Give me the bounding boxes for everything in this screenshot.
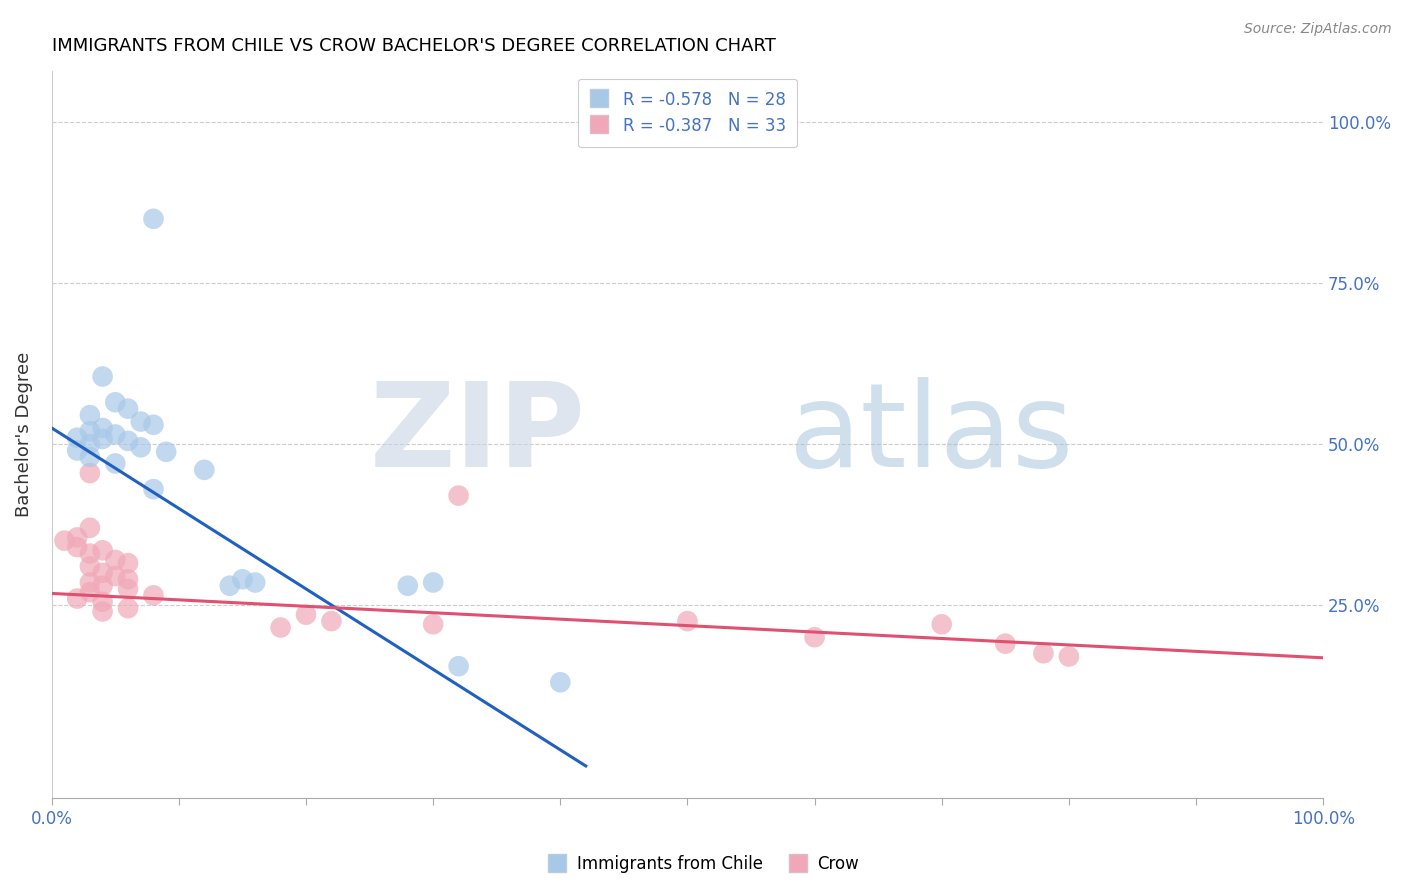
Point	[396, 579, 419, 593]
Point	[104, 395, 127, 409]
Point	[79, 437, 101, 451]
Point	[79, 424, 101, 438]
Point	[117, 401, 139, 416]
Point	[142, 211, 165, 226]
Point	[91, 604, 114, 618]
Point	[142, 417, 165, 432]
Point	[931, 617, 953, 632]
Point	[270, 621, 292, 635]
Point	[104, 457, 127, 471]
Point	[243, 575, 266, 590]
Point	[117, 434, 139, 448]
Point	[91, 579, 114, 593]
Point	[104, 427, 127, 442]
Text: ZIP: ZIP	[370, 377, 586, 492]
Point	[91, 543, 114, 558]
Point	[66, 591, 89, 606]
Point	[91, 566, 114, 580]
Point	[550, 675, 572, 690]
Point	[129, 440, 152, 454]
Text: atlas: atlas	[789, 377, 1074, 492]
Point	[66, 531, 89, 545]
Point	[117, 572, 139, 586]
Point	[117, 556, 139, 570]
Point	[53, 533, 76, 548]
Point	[447, 489, 470, 503]
Point	[79, 521, 101, 535]
Point	[66, 431, 89, 445]
Point	[155, 445, 177, 459]
Point	[321, 614, 343, 628]
Point	[79, 575, 101, 590]
Legend: R = -0.578   N = 28, R = -0.387   N = 33: R = -0.578 N = 28, R = -0.387 N = 33	[578, 79, 797, 147]
Text: Source: ZipAtlas.com: Source: ZipAtlas.com	[1244, 22, 1392, 37]
Point	[447, 659, 470, 673]
Point	[218, 579, 240, 593]
Point	[231, 572, 253, 586]
Legend: Immigrants from Chile, Crow: Immigrants from Chile, Crow	[540, 848, 866, 880]
Point	[104, 569, 127, 583]
Point	[79, 585, 101, 599]
Point	[66, 540, 89, 554]
Point	[142, 588, 165, 602]
Point	[79, 408, 101, 422]
Point	[803, 630, 825, 644]
Point	[91, 369, 114, 384]
Point	[676, 614, 699, 628]
Point	[422, 617, 444, 632]
Point	[129, 415, 152, 429]
Point	[91, 432, 114, 446]
Y-axis label: Bachelor's Degree: Bachelor's Degree	[15, 351, 32, 517]
Point	[142, 482, 165, 496]
Point	[79, 547, 101, 561]
Point	[117, 601, 139, 615]
Point	[66, 443, 89, 458]
Point	[79, 450, 101, 464]
Point	[91, 595, 114, 609]
Point	[1032, 646, 1054, 660]
Point	[422, 575, 444, 590]
Point	[79, 559, 101, 574]
Text: IMMIGRANTS FROM CHILE VS CROW BACHELOR'S DEGREE CORRELATION CHART: IMMIGRANTS FROM CHILE VS CROW BACHELOR'S…	[52, 37, 776, 55]
Point	[104, 553, 127, 567]
Point	[295, 607, 318, 622]
Point	[193, 463, 215, 477]
Point	[91, 421, 114, 435]
Point	[1057, 649, 1080, 664]
Point	[79, 466, 101, 480]
Point	[117, 582, 139, 596]
Point	[994, 637, 1017, 651]
